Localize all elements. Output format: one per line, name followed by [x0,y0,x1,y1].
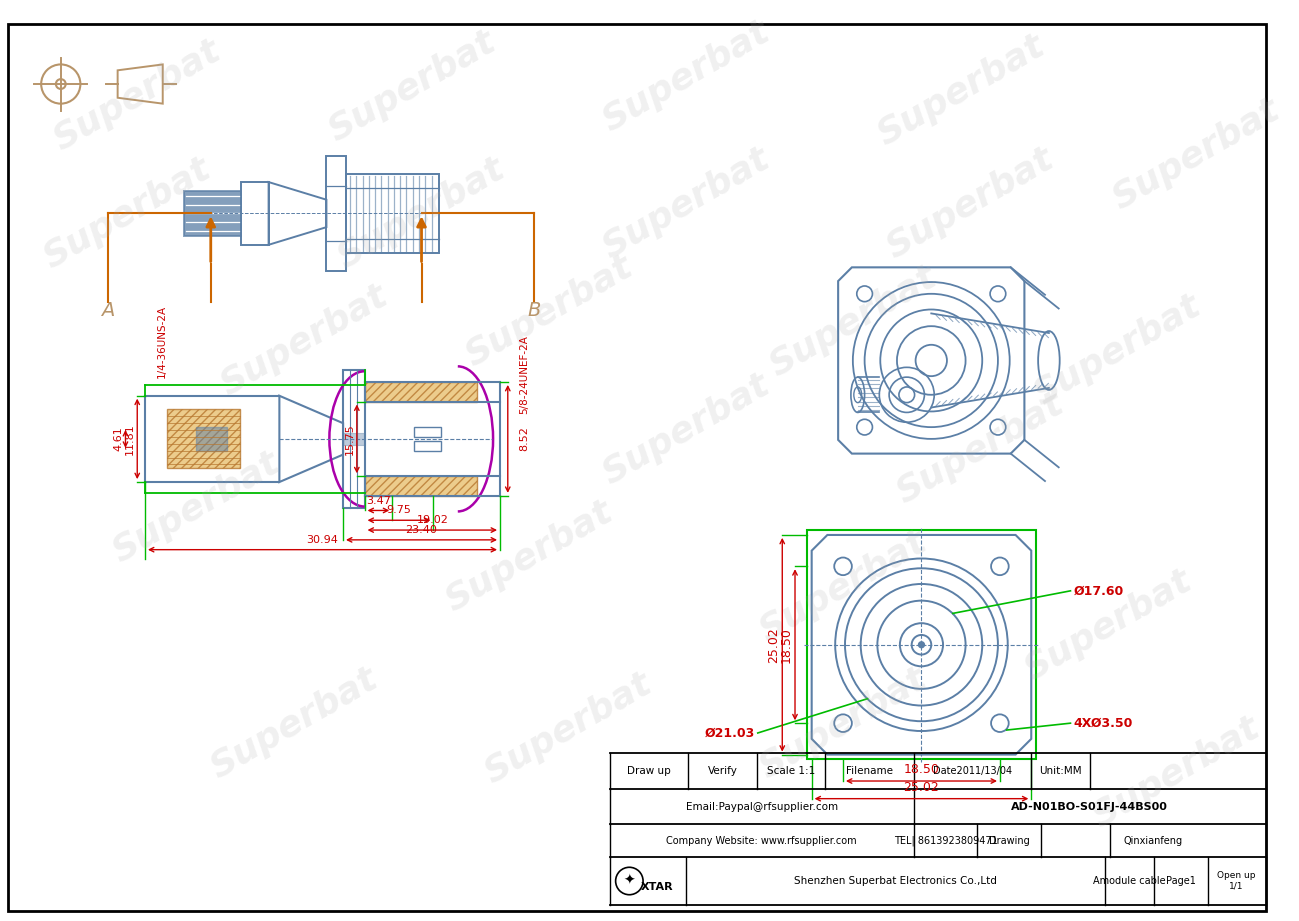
Text: Superbat: Superbat [596,142,776,265]
Text: Superbat: Superbat [596,367,776,491]
Text: 8.52: 8.52 [520,426,530,451]
Text: 4.61: 4.61 [113,426,123,451]
Text: Page1: Page1 [1165,876,1195,886]
Text: 15.75: 15.75 [344,423,355,455]
Text: Superbat: Superbat [460,250,639,373]
Text: 23.40: 23.40 [405,525,438,535]
Bar [184,191,242,236]
Bar [413,441,442,450]
Text: 4XØ3.50: 4XØ3.50 [1073,717,1133,729]
Text: AD-N01BO-S01FJ-44BS00: AD-N01BO-S01FJ-44BS00 [1011,801,1168,811]
Text: Superbat: Superbat [872,29,1051,153]
Text: 9.75: 9.75 [387,506,412,516]
Text: 25.02: 25.02 [768,627,781,662]
Text: Superbat: Superbat [331,152,512,275]
Text: Superbat: Superbat [479,667,659,789]
Bar [365,382,478,402]
Text: Superbat: Superbat [891,387,1070,510]
Text: Scale 1:1: Scale 1:1 [766,765,816,775]
Text: Superbat: Superbat [1028,289,1207,413]
Text: 19.02: 19.02 [417,515,448,525]
Text: Open up
1/1: Open up 1/1 [1217,871,1256,891]
Text: Superbat: Superbat [881,142,1060,265]
Text: Qinxianfeng: Qinxianfeng [1124,836,1183,845]
Text: Verify: Verify [708,765,738,775]
Text: 11.81: 11.81 [125,423,135,455]
Text: A: A [101,301,114,321]
Text: Superbat: Superbat [439,495,620,618]
Text: Superbat: Superbat [1018,564,1198,687]
Text: Amodule cable: Amodule cable [1092,876,1165,886]
Text: 1/4-36UNS-2A: 1/4-36UNS-2A [157,305,166,379]
Text: Superbat: Superbat [763,260,943,383]
Bar [365,476,478,495]
Text: XTAR: XTAR [640,882,673,892]
Text: Superbat: Superbat [107,446,286,569]
Text: Date2011/13/04: Date2011/13/04 [933,765,1012,775]
Text: Email:Paypal@rfsupplier.com: Email:Paypal@rfsupplier.com [686,801,838,811]
Text: B: B [527,301,540,321]
Bar [807,530,1037,760]
Text: Company Website: www.rfsupplier.com: Company Website: www.rfsupplier.com [666,836,857,845]
Text: Superbat: Superbat [322,24,501,147]
Text: Superbat: Superbat [204,661,383,785]
Text: Superbat: Superbat [38,152,217,275]
Text: Superbat: Superbat [214,279,394,402]
Text: Superbat: Superbat [1087,711,1267,834]
Text: Draw up: Draw up [627,765,670,775]
Text: ✦: ✦ [624,874,635,888]
Text: Superbat: Superbat [753,524,933,647]
Text: Drawing: Drawing [989,836,1030,845]
Text: 25.02: 25.02 [904,781,939,794]
Text: Ø21.03: Ø21.03 [704,727,755,740]
Text: Superbat: Superbat [596,15,776,138]
Text: 5/8-24UNEF-2A: 5/8-24UNEF-2A [520,335,530,414]
Text: Superbat: Superbat [48,34,227,157]
Bar [346,174,439,252]
Text: Shenzhen Superbat Electronics Co.,Ltd: Shenzhen Superbat Electronics Co.,Ltd [794,876,996,886]
Bar [343,370,365,507]
Text: Superbat: Superbat [753,661,933,785]
Circle shape [918,642,925,647]
Text: Unit:MM: Unit:MM [1039,765,1082,775]
Bar [413,427,442,437]
Bar [166,410,240,468]
Text: 18.50: 18.50 [779,627,794,663]
Bar [326,156,346,272]
Text: 30.94: 30.94 [307,535,339,544]
Text: 18.50: 18.50 [904,764,939,776]
Bar [242,182,269,245]
Bar [343,433,365,445]
Bar [196,427,227,450]
Text: Superbat: Superbat [1107,93,1286,216]
Text: Ø17.60: Ø17.60 [1073,584,1124,598]
Text: Filename: Filename [846,765,892,775]
Text: 3.47: 3.47 [366,495,391,506]
Text: TEL| 8613923809471: TEL| 8613923809471 [894,835,998,846]
